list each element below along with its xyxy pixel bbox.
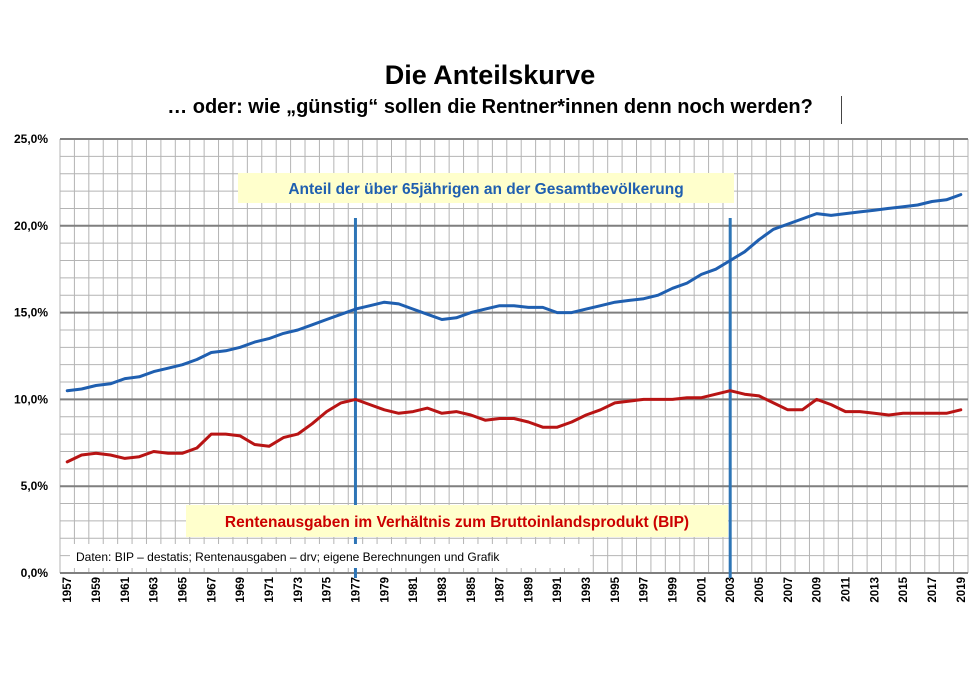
chart-title: Die Anteilskurve: [384, 60, 596, 90]
x-tick-label: 1965: [178, 576, 190, 602]
y-tick-label: 0,0%: [21, 566, 49, 580]
y-tick-label: 25,0%: [14, 132, 48, 146]
x-tick-label: 1987: [495, 577, 507, 603]
x-tick-label: 1959: [91, 577, 103, 603]
series-line-pension-spending: [65, 389, 963, 464]
x-tick-label: 1989: [523, 577, 535, 603]
annotations: Anteil der über 65jährigen an der Gesamt…: [70, 173, 734, 568]
x-tick-label: 2011: [840, 576, 852, 602]
x-tick-label: 1973: [293, 577, 305, 603]
x-tick-label: 2007: [783, 577, 795, 603]
y-tick-label: 20,0%: [14, 219, 48, 233]
x-tick-label: 1997: [639, 577, 651, 603]
chart-subtitle: … oder: wie „günstig“ sollen die Rentner…: [167, 96, 813, 118]
legend-box-pension: [186, 505, 728, 537]
x-tick-label: 2009: [812, 577, 824, 603]
x-tick-label: 2019: [956, 577, 968, 603]
x-tick-label: 1991: [552, 576, 564, 602]
x-tick-label: 1975: [322, 576, 334, 602]
x-tick-label: 1961: [120, 576, 132, 602]
x-tick-label: 1957: [62, 577, 74, 603]
x-tick-label: 1995: [610, 576, 622, 602]
x-tick-label: 2015: [898, 576, 910, 602]
y-tick-label: 10,0%: [14, 392, 48, 406]
legend-label-population: Anteil der über 65jährigen an der Gesamt…: [288, 181, 683, 198]
series-line-population-share: [65, 193, 963, 393]
x-tick-label: 1983: [437, 577, 449, 603]
x-tick-label: 2005: [754, 576, 766, 602]
y-tick-label: 5,0%: [21, 479, 49, 493]
text-cursor: [841, 96, 842, 124]
y-axis-ticks: 0,0% 5,0% 10,0% 15,0% 20,0% 25,0%: [14, 132, 48, 580]
x-tick-label: 1971: [264, 576, 276, 602]
legend-label-pension: Rentenausgaben im Verhältnis zum Bruttoi…: [225, 514, 689, 531]
x-tick-label: 1981: [408, 576, 420, 602]
x-tick-label: 1985: [466, 576, 478, 602]
source-box: [70, 544, 590, 568]
source-note: Daten: BIP – destatis; Rentenausgaben – …: [76, 550, 500, 564]
x-axis-ticks: 1957 1959 1961 1963 1965 1967 1969 1971 1973 1975…: [62, 576, 968, 602]
x-tick-label: 2001: [696, 576, 708, 602]
x-tick-label: 2003: [725, 577, 737, 603]
x-tick-label: 2017: [927, 577, 939, 603]
x-tick-label: 1993: [581, 577, 593, 603]
x-tick-label: 1967: [206, 577, 218, 603]
x-tick-label: 1979: [379, 577, 391, 603]
x-tick-label: 1969: [235, 577, 247, 603]
y-tick-label: 15,0%: [14, 306, 48, 320]
x-tick-label: 1999: [668, 577, 680, 603]
legend-box-population: [238, 173, 734, 203]
x-tick-label: 2013: [869, 577, 881, 603]
x-tick-label: 1963: [149, 577, 161, 603]
x-tick-label: 1977: [350, 577, 362, 603]
series-lines: [65, 193, 963, 464]
